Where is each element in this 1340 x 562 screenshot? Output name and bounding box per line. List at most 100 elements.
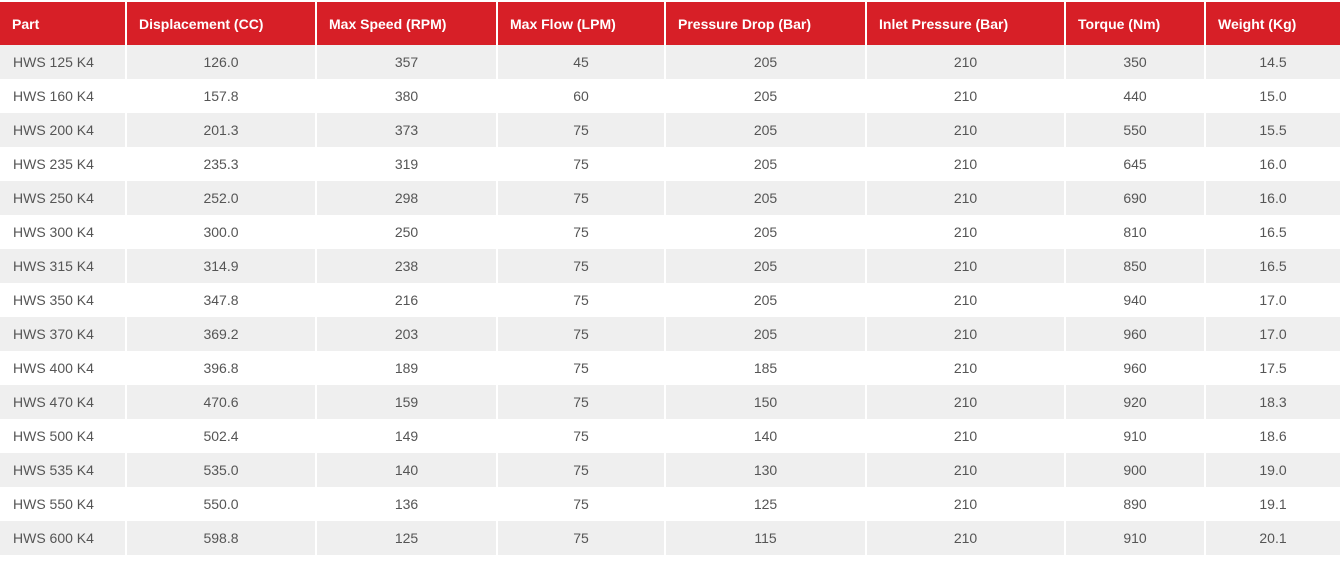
value-cell: 16.5: [1206, 215, 1340, 249]
value-cell: 369.2: [127, 317, 317, 351]
value-cell: 252.0: [127, 181, 317, 215]
value-cell: 210: [867, 181, 1066, 215]
part-cell: HWS 350 K4: [0, 283, 127, 317]
value-cell: 140: [666, 419, 867, 453]
value-cell: 210: [867, 385, 1066, 419]
value-cell: 550: [1066, 113, 1206, 147]
value-cell: 75: [498, 453, 666, 487]
value-cell: 185: [666, 351, 867, 385]
value-cell: 150: [666, 385, 867, 419]
value-cell: 357: [317, 45, 498, 79]
value-cell: 645: [1066, 147, 1206, 181]
value-cell: 205: [666, 317, 867, 351]
part-cell: HWS 125 K4: [0, 45, 127, 79]
value-cell: 690: [1066, 181, 1206, 215]
value-cell: 210: [867, 113, 1066, 147]
part-cell: HWS 500 K4: [0, 419, 127, 453]
value-cell: 205: [666, 181, 867, 215]
value-cell: 15.5: [1206, 113, 1340, 147]
table-row: HWS 300 K4 300.0 250 75 205 210 810 16.5: [0, 215, 1340, 249]
part-cell: HWS 535 K4: [0, 453, 127, 487]
value-cell: 17.0: [1206, 283, 1340, 317]
value-cell: 126.0: [127, 45, 317, 79]
value-cell: 75: [498, 521, 666, 555]
value-cell: 16.0: [1206, 181, 1340, 215]
value-cell: 205: [666, 249, 867, 283]
value-cell: 210: [867, 215, 1066, 249]
part-cell: HWS 315 K4: [0, 249, 127, 283]
value-cell: 16.5: [1206, 249, 1340, 283]
value-cell: 210: [867, 147, 1066, 181]
value-cell: 396.8: [127, 351, 317, 385]
value-cell: 17.5: [1206, 351, 1340, 385]
value-cell: 15.0: [1206, 79, 1340, 113]
value-cell: 159: [317, 385, 498, 419]
value-cell: 238: [317, 249, 498, 283]
column-header: Part: [0, 2, 127, 45]
value-cell: 250: [317, 215, 498, 249]
value-cell: 210: [867, 317, 1066, 351]
part-cell: HWS 300 K4: [0, 215, 127, 249]
value-cell: 210: [867, 419, 1066, 453]
value-cell: 130: [666, 453, 867, 487]
column-header: Weight (Kg): [1206, 2, 1340, 45]
value-cell: 75: [498, 351, 666, 385]
value-cell: 60: [498, 79, 666, 113]
table-row: HWS 350 K4 347.8 216 75 205 210 940 17.0: [0, 283, 1340, 317]
value-cell: 210: [867, 487, 1066, 521]
table-row: HWS 160 K4 157.8 380 60 205 210 440 15.0: [0, 79, 1340, 113]
value-cell: 210: [867, 351, 1066, 385]
value-cell: 960: [1066, 351, 1206, 385]
value-cell: 205: [666, 215, 867, 249]
column-header: Inlet Pressure (Bar): [867, 2, 1066, 45]
value-cell: 18.6: [1206, 419, 1340, 453]
value-cell: 205: [666, 147, 867, 181]
value-cell: 125: [666, 487, 867, 521]
table-row: HWS 400 K4 396.8 189 75 185 210 960 17.5: [0, 351, 1340, 385]
value-cell: 210: [867, 283, 1066, 317]
value-cell: 14.5: [1206, 45, 1340, 79]
value-cell: 550.0: [127, 487, 317, 521]
part-cell: HWS 600 K4: [0, 521, 127, 555]
value-cell: 210: [867, 521, 1066, 555]
value-cell: 205: [666, 79, 867, 113]
value-cell: 201.3: [127, 113, 317, 147]
part-cell: HWS 250 K4: [0, 181, 127, 215]
value-cell: 216: [317, 283, 498, 317]
value-cell: 900: [1066, 453, 1206, 487]
value-cell: 45: [498, 45, 666, 79]
value-cell: 75: [498, 487, 666, 521]
value-cell: 75: [498, 181, 666, 215]
table-header: Part Displacement (CC) Max Speed (RPM) Max …: [0, 2, 1340, 45]
part-cell: HWS 160 K4: [0, 79, 127, 113]
table-row: HWS 370 K4 369.2 203 75 205 210 960 17.0: [0, 317, 1340, 351]
value-cell: 75: [498, 215, 666, 249]
table-row: HWS 200 K4 201.3 373 75 205 210 550 15.5: [0, 113, 1340, 147]
part-cell: HWS 400 K4: [0, 351, 127, 385]
value-cell: 210: [867, 453, 1066, 487]
value-cell: 470.6: [127, 385, 317, 419]
table-row: HWS 550 K4 550.0 136 75 125 210 890 19.1: [0, 487, 1340, 521]
value-cell: 75: [498, 249, 666, 283]
table-row: HWS 470 K4 470.6 159 75 150 210 920 18.3: [0, 385, 1340, 419]
column-header: Torque (Nm): [1066, 2, 1206, 45]
table-row: HWS 500 K4 502.4 149 75 140 210 910 18.6: [0, 419, 1340, 453]
value-cell: 380: [317, 79, 498, 113]
value-cell: 75: [498, 147, 666, 181]
value-cell: 16.0: [1206, 147, 1340, 181]
value-cell: 940: [1066, 283, 1206, 317]
value-cell: 350: [1066, 45, 1206, 79]
part-cell: HWS 470 K4: [0, 385, 127, 419]
part-cell: HWS 235 K4: [0, 147, 127, 181]
value-cell: 140: [317, 453, 498, 487]
value-cell: 75: [498, 317, 666, 351]
column-header: Displacement (CC): [127, 2, 317, 45]
value-cell: 136: [317, 487, 498, 521]
table-row: HWS 250 K4 252.0 298 75 205 210 690 16.0: [0, 181, 1340, 215]
table-row: HWS 125 K4 126.0 357 45 205 210 350 14.5: [0, 45, 1340, 79]
table-row: HWS 315 K4 314.9 238 75 205 210 850 16.5: [0, 249, 1340, 283]
value-cell: 18.3: [1206, 385, 1340, 419]
value-cell: 17.0: [1206, 317, 1340, 351]
